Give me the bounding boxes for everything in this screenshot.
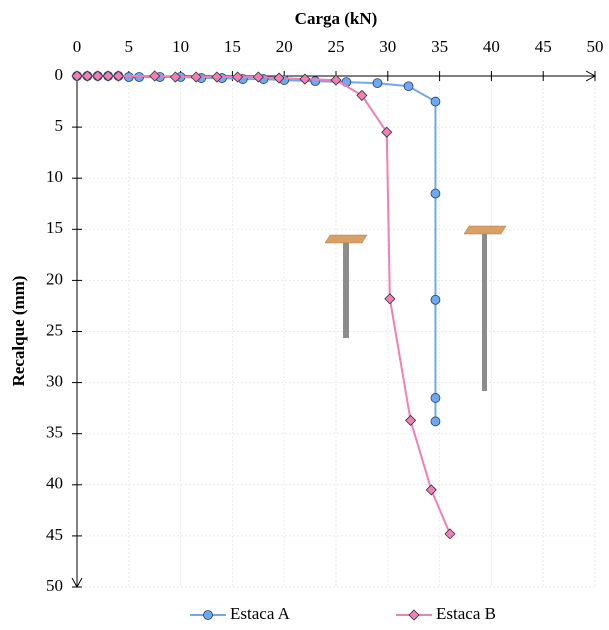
data-point xyxy=(430,416,441,427)
plot-area: 0 5 10 15 20 25 30 35 40 45 50 0 5 10 15 20 25 30 35 40 45 50 xyxy=(46,37,604,595)
x-tick-label: 50 xyxy=(587,37,604,56)
x-tick-label: 30 xyxy=(379,37,396,56)
x-tick-label: 35 xyxy=(431,37,448,56)
data-point xyxy=(134,72,145,82)
legend-marker xyxy=(408,609,420,621)
legend-label: Estaca B xyxy=(436,604,496,623)
data-point xyxy=(430,294,441,305)
data-point xyxy=(384,293,396,305)
y-tick-label: 40 xyxy=(46,474,63,493)
x-tick-label: 5 xyxy=(125,37,134,56)
data-point xyxy=(310,76,321,87)
data-point xyxy=(169,71,181,83)
data-point xyxy=(71,70,83,82)
legend-marker xyxy=(203,610,213,620)
data-point xyxy=(149,70,161,82)
series-line xyxy=(77,75,437,422)
y-tick-label: 50 xyxy=(46,576,63,595)
x-tick-label: 40 xyxy=(483,37,500,56)
pile-icon-a xyxy=(324,234,368,338)
data-point xyxy=(430,393,441,403)
y-tick-label: 15 xyxy=(46,218,63,237)
y-tick-label: 25 xyxy=(46,320,63,339)
data-point xyxy=(112,70,125,82)
data-point xyxy=(92,70,104,82)
data-point xyxy=(102,70,114,82)
data-point xyxy=(273,72,285,84)
x-tick-label: 10 xyxy=(172,37,189,56)
x-axis-arrow xyxy=(585,70,597,82)
y-tick-label: 35 xyxy=(46,423,63,442)
data-point xyxy=(330,74,342,86)
y-axis-arrow xyxy=(71,577,83,589)
data-point xyxy=(381,126,393,138)
data-point xyxy=(405,414,417,426)
data-point xyxy=(123,72,134,82)
x-tick-label: 25 xyxy=(328,37,345,56)
data-point xyxy=(356,89,368,101)
y-tick-label: 45 xyxy=(46,525,63,544)
data-point xyxy=(444,528,456,540)
y-tick-label: 0 xyxy=(55,65,64,84)
data-point xyxy=(403,81,414,92)
pile-icon-b xyxy=(463,225,507,391)
data-point xyxy=(81,70,93,82)
x-tick-label: 20 xyxy=(276,37,293,56)
data-point xyxy=(190,71,202,83)
data-point xyxy=(232,71,244,83)
data-point xyxy=(372,78,383,89)
x-tick-label: 15 xyxy=(224,37,241,56)
y-tick-label: 30 xyxy=(46,372,63,391)
data-point xyxy=(430,96,441,107)
data-point xyxy=(299,73,311,85)
data-point xyxy=(430,188,441,199)
legend-label: Estaca A xyxy=(230,604,291,623)
y-tick-label: 5 xyxy=(55,116,64,135)
x-tick-label: 0 xyxy=(73,37,82,56)
y-tick-label: 10 xyxy=(46,167,63,186)
x-tick-label: 45 xyxy=(535,37,552,56)
data-point xyxy=(252,71,264,83)
data-point xyxy=(425,484,437,496)
y-axis-title: Recalque (mm) xyxy=(9,276,28,387)
data-point xyxy=(211,71,223,83)
series-line xyxy=(77,75,451,535)
y-tick-label: 20 xyxy=(46,269,63,288)
x-axis-title: Carga (kN) xyxy=(295,9,378,28)
